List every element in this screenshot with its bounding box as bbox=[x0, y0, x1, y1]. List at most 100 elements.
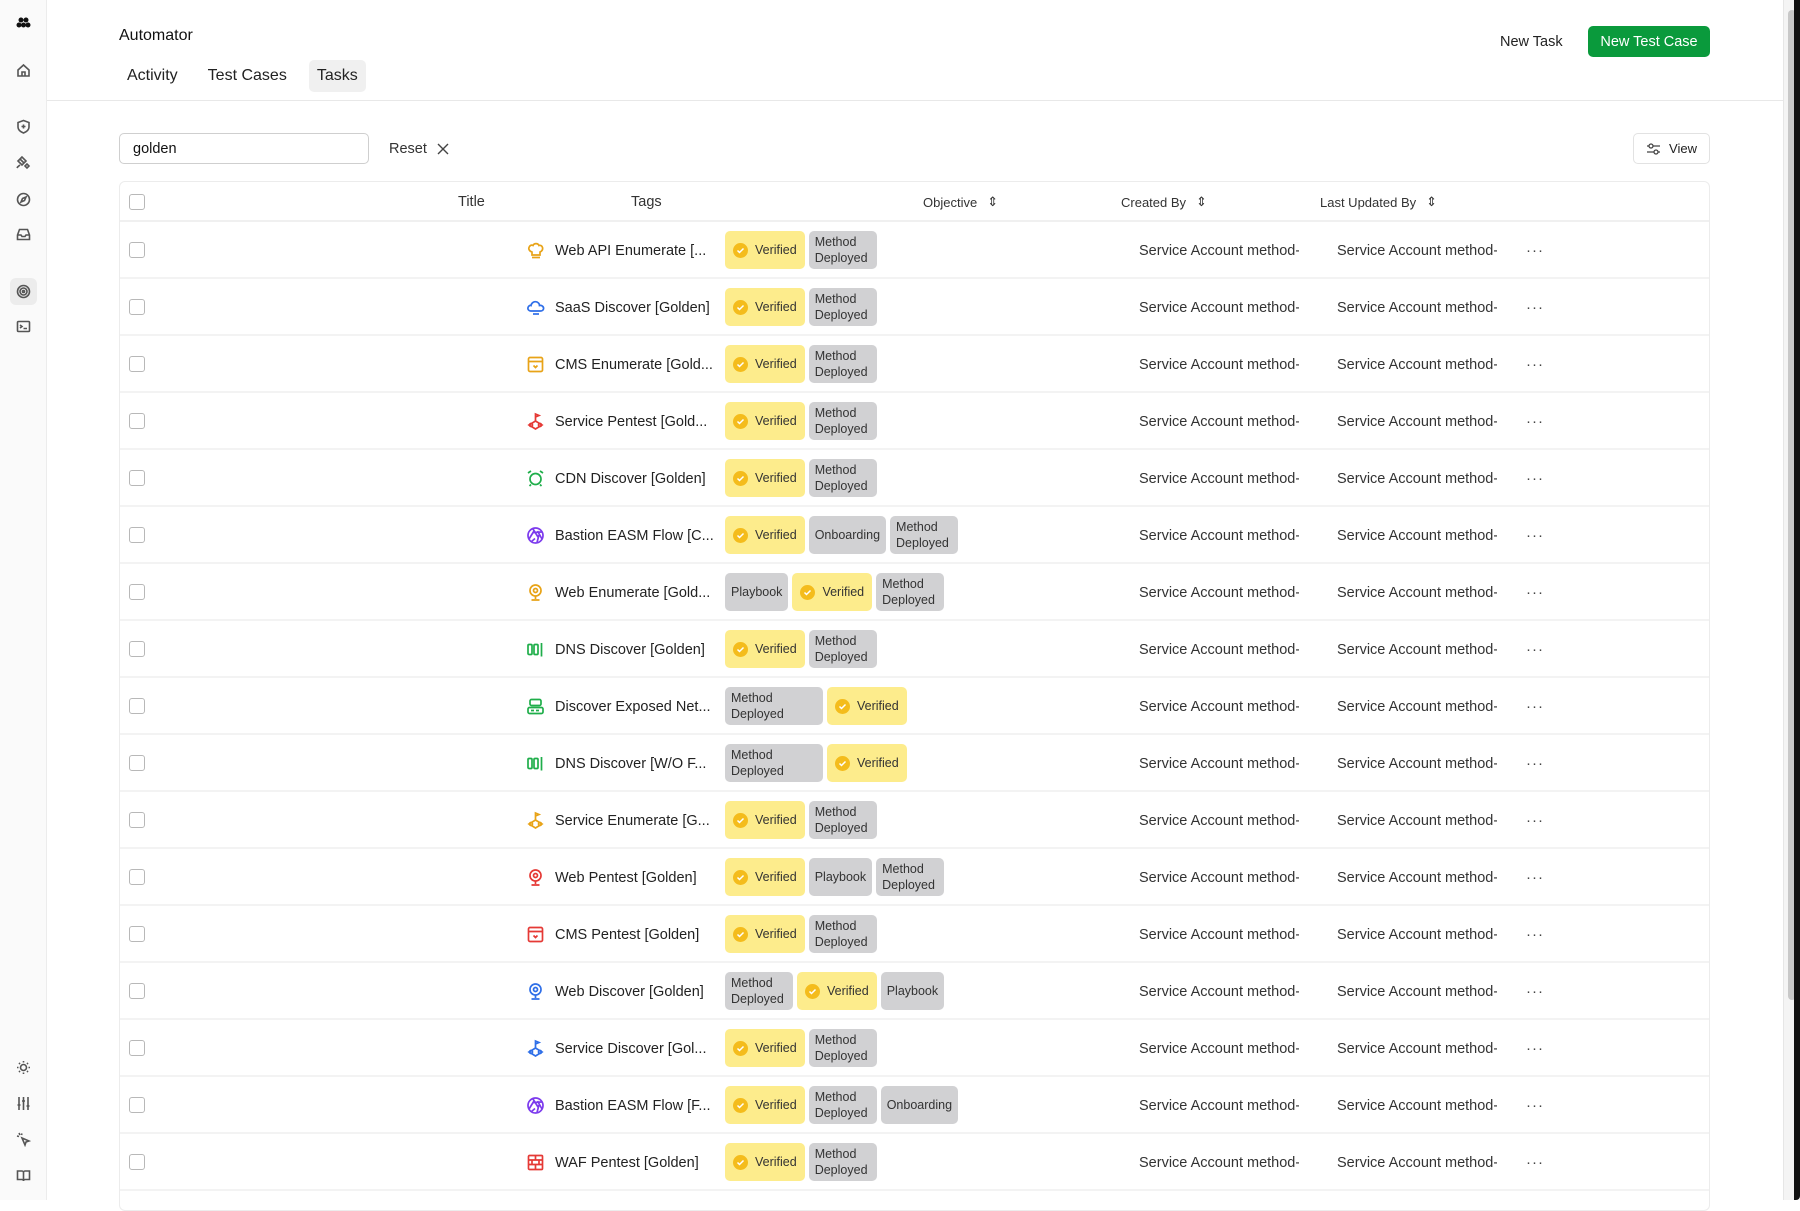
satellite-icon[interactable] bbox=[10, 149, 37, 176]
row-more-icon[interactable]: ··· bbox=[1526, 755, 1544, 772]
row-more-icon[interactable]: ··· bbox=[1526, 527, 1544, 544]
table-row[interactable]: WAF Pentest [Golden] Verified Method Deplo… bbox=[120, 1134, 1709, 1191]
table-row[interactable]: DNS Discover [W/O F... Method Deployed Ver… bbox=[120, 735, 1709, 792]
task-title-link[interactable]: Service Pentest [Gold... bbox=[526, 393, 707, 450]
task-title-link[interactable]: CMS Pentest [Golden] bbox=[526, 906, 699, 963]
row-checkbox[interactable] bbox=[129, 1097, 145, 1113]
table-row[interactable]: Web Pentest [Golden] Verified Playbook Meth… bbox=[120, 849, 1709, 906]
table-row[interactable]: Web Enumerate [Gold... Playbook Verified Me… bbox=[120, 564, 1709, 621]
row-more-icon[interactable]: ··· bbox=[1526, 299, 1544, 316]
new-task-button[interactable]: New Task bbox=[1500, 33, 1563, 50]
table-row[interactable]: CMS Pentest [Golden] Verified Method Deplo… bbox=[120, 906, 1709, 963]
row-more-icon[interactable]: ··· bbox=[1526, 413, 1544, 430]
row-checkbox[interactable] bbox=[129, 755, 145, 771]
table-row[interactable]: Discover Exposed Net... Method Deployed Ve… bbox=[120, 678, 1709, 735]
row-more-icon[interactable]: ··· bbox=[1526, 242, 1544, 259]
sliders-icon[interactable] bbox=[10, 1090, 37, 1117]
home-icon[interactable] bbox=[10, 57, 37, 84]
table-row[interactable]: Service Discover [Gol... Verified Method D… bbox=[120, 1020, 1709, 1077]
compass-icon[interactable] bbox=[10, 186, 37, 213]
column-created-by[interactable]: Created By ⇕ bbox=[1121, 182, 1207, 222]
column-objective[interactable]: Objective ⇕ bbox=[923, 182, 998, 222]
terminal-icon[interactable] bbox=[10, 313, 37, 340]
task-title-link[interactable]: WAF Pentest [Golden] bbox=[526, 1134, 699, 1191]
shield-plus-icon[interactable] bbox=[10, 113, 37, 140]
target-icon[interactable] bbox=[10, 278, 37, 305]
tag-label: Method Deployed bbox=[814, 406, 868, 436]
row-checkbox[interactable] bbox=[129, 584, 145, 600]
tab-activity[interactable]: Activity bbox=[127, 67, 178, 84]
table-row[interactable]: Service Enumerate [G... Verified Method De… bbox=[120, 792, 1709, 849]
row-more-icon[interactable]: ··· bbox=[1526, 1097, 1544, 1114]
tab-tasks[interactable]: Tasks bbox=[308, 60, 366, 92]
row-more-icon[interactable]: ··· bbox=[1526, 356, 1544, 373]
tag-verified: Verified bbox=[725, 858, 805, 896]
column-last-updated-by[interactable]: Last Updated By ⇕ bbox=[1320, 182, 1437, 222]
row-checkbox[interactable] bbox=[129, 1154, 145, 1170]
row-more-icon[interactable]: ··· bbox=[1526, 470, 1544, 487]
task-title-link[interactable]: Web Pentest [Golden] bbox=[526, 849, 697, 906]
row-checkbox[interactable] bbox=[129, 926, 145, 942]
row-checkbox[interactable] bbox=[129, 983, 145, 999]
task-title-link[interactable]: Web API Enumerate [... bbox=[526, 222, 706, 279]
row-more-icon[interactable]: ··· bbox=[1526, 698, 1544, 715]
last-updated-by: Service Account method- bbox=[1337, 1154, 1497, 1171]
row-more-icon[interactable]: ··· bbox=[1526, 812, 1544, 829]
tag-method-deployed: Method Deployed bbox=[808, 1143, 877, 1181]
task-title-link[interactable]: DNS Discover [W/O F... bbox=[526, 735, 706, 792]
row-checkbox[interactable] bbox=[129, 242, 145, 258]
row-checkbox[interactable] bbox=[129, 527, 145, 543]
table-row[interactable]: Web Discover [Golden] Method Deployed Veri… bbox=[120, 963, 1709, 1020]
table-row[interactable]: CDN Discover [Golden] Verified Method Depl… bbox=[120, 450, 1709, 507]
task-title-link[interactable]: Web Enumerate [Gold... bbox=[526, 564, 710, 621]
created-by: Service Account method- bbox=[1139, 926, 1299, 943]
row-more-icon[interactable]: ··· bbox=[1526, 926, 1544, 943]
row-checkbox[interactable] bbox=[129, 356, 145, 372]
scrollbar-thumb[interactable] bbox=[1788, 10, 1796, 1000]
row-more-icon[interactable]: ··· bbox=[1526, 869, 1544, 886]
task-title-link[interactable]: CDN Discover [Golden] bbox=[526, 450, 706, 507]
table-row[interactable]: Bastion EASM Flow [C... Verified Onboardin… bbox=[120, 507, 1709, 564]
table-row[interactable]: CMS Enumerate [Gold... Verified Method Dep… bbox=[120, 336, 1709, 393]
task-title-link[interactable]: Discover Exposed Net... bbox=[526, 678, 711, 735]
book-open-icon[interactable] bbox=[10, 1162, 37, 1189]
table-row[interactable]: SaaS Discover [Golden] Verified Method Dep… bbox=[120, 279, 1709, 336]
table-row[interactable]: Bastion EASM Flow [F... Verified Method De… bbox=[120, 1077, 1709, 1134]
sort-icon: ⇕ bbox=[987, 194, 999, 209]
sun-icon[interactable] bbox=[10, 1054, 37, 1081]
select-all-checkbox[interactable] bbox=[129, 194, 145, 210]
view-options-button[interactable]: View bbox=[1633, 133, 1710, 164]
table-row[interactable]: DNS Discover [Golden] Verified Method Depl… bbox=[120, 621, 1709, 678]
table-row[interactable]: Web API Enumerate [... Verified Method Dep… bbox=[120, 222, 1709, 279]
task-title-link[interactable]: Bastion EASM Flow [F... bbox=[526, 1077, 711, 1134]
task-title-link[interactable]: SaaS Discover [Golden] bbox=[526, 279, 710, 336]
row-more-icon[interactable]: ··· bbox=[1526, 1154, 1544, 1171]
new-test-case-button[interactable]: New Test Case bbox=[1588, 26, 1710, 57]
row-more-icon[interactable]: ··· bbox=[1526, 983, 1544, 1000]
pointer-click-icon[interactable] bbox=[10, 1126, 37, 1153]
row-checkbox[interactable] bbox=[129, 641, 145, 657]
tag-label: Method Deployed bbox=[814, 919, 868, 949]
task-title-link[interactable]: Web Discover [Golden] bbox=[526, 963, 704, 1020]
row-more-icon[interactable]: ··· bbox=[1526, 641, 1544, 658]
table-row[interactable]: Service Pentest [Gold... Verified Method D… bbox=[120, 393, 1709, 450]
row-checkbox[interactable] bbox=[129, 812, 145, 828]
inbox-icon[interactable] bbox=[10, 221, 37, 248]
reset-button[interactable]: Reset bbox=[389, 133, 449, 164]
task-title-link[interactable]: DNS Discover [Golden] bbox=[526, 621, 705, 678]
task-title-link[interactable]: Service Discover [Gol... bbox=[526, 1020, 707, 1077]
row-checkbox[interactable] bbox=[129, 869, 145, 885]
task-title-link[interactable]: Bastion EASM Flow [C... bbox=[526, 507, 714, 564]
team-logo-icon[interactable] bbox=[10, 9, 37, 36]
search-input[interactable] bbox=[119, 133, 369, 164]
row-checkbox[interactable] bbox=[129, 1040, 145, 1056]
task-title-link[interactable]: Service Enumerate [G... bbox=[526, 792, 710, 849]
row-more-icon[interactable]: ··· bbox=[1526, 584, 1544, 601]
task-title-link[interactable]: CMS Enumerate [Gold... bbox=[526, 336, 713, 393]
row-checkbox[interactable] bbox=[129, 698, 145, 714]
row-checkbox[interactable] bbox=[129, 470, 145, 486]
row-checkbox[interactable] bbox=[129, 413, 145, 429]
tab-test-cases[interactable]: Test Cases bbox=[207, 67, 287, 84]
row-checkbox[interactable] bbox=[129, 299, 145, 315]
row-more-icon[interactable]: ··· bbox=[1526, 1040, 1544, 1057]
